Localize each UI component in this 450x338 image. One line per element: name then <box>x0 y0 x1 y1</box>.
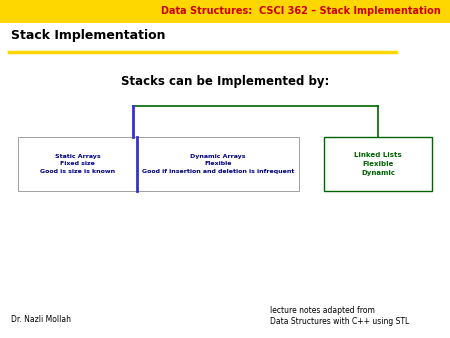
Text: lecture notes adapted from
Data Structures with C++ using STL: lecture notes adapted from Data Structur… <box>270 306 409 327</box>
FancyBboxPatch shape <box>137 137 299 191</box>
Text: Stacks can be Implemented by:: Stacks can be Implemented by: <box>121 75 329 88</box>
Text: Linked Lists
Flexible
Dynamic: Linked Lists Flexible Dynamic <box>354 152 402 176</box>
Text: Data Structures:  CSCI 362 – Stack Implementation: Data Structures: CSCI 362 – Stack Implem… <box>161 6 441 17</box>
FancyBboxPatch shape <box>18 137 137 191</box>
Bar <box>0 0 450 23</box>
Text: Static Arrays
Fixed size
Good is size is known: Static Arrays Fixed size Good is size is… <box>40 154 115 174</box>
Text: Stack Implementation: Stack Implementation <box>11 29 166 42</box>
FancyBboxPatch shape <box>324 137 432 191</box>
Text: Dynamic Arrays
Flexible
Good if insertion and deletion is infrequent: Dynamic Arrays Flexible Good if insertio… <box>142 154 294 174</box>
Text: Dr. Nazli Mollah: Dr. Nazli Mollah <box>11 315 71 324</box>
